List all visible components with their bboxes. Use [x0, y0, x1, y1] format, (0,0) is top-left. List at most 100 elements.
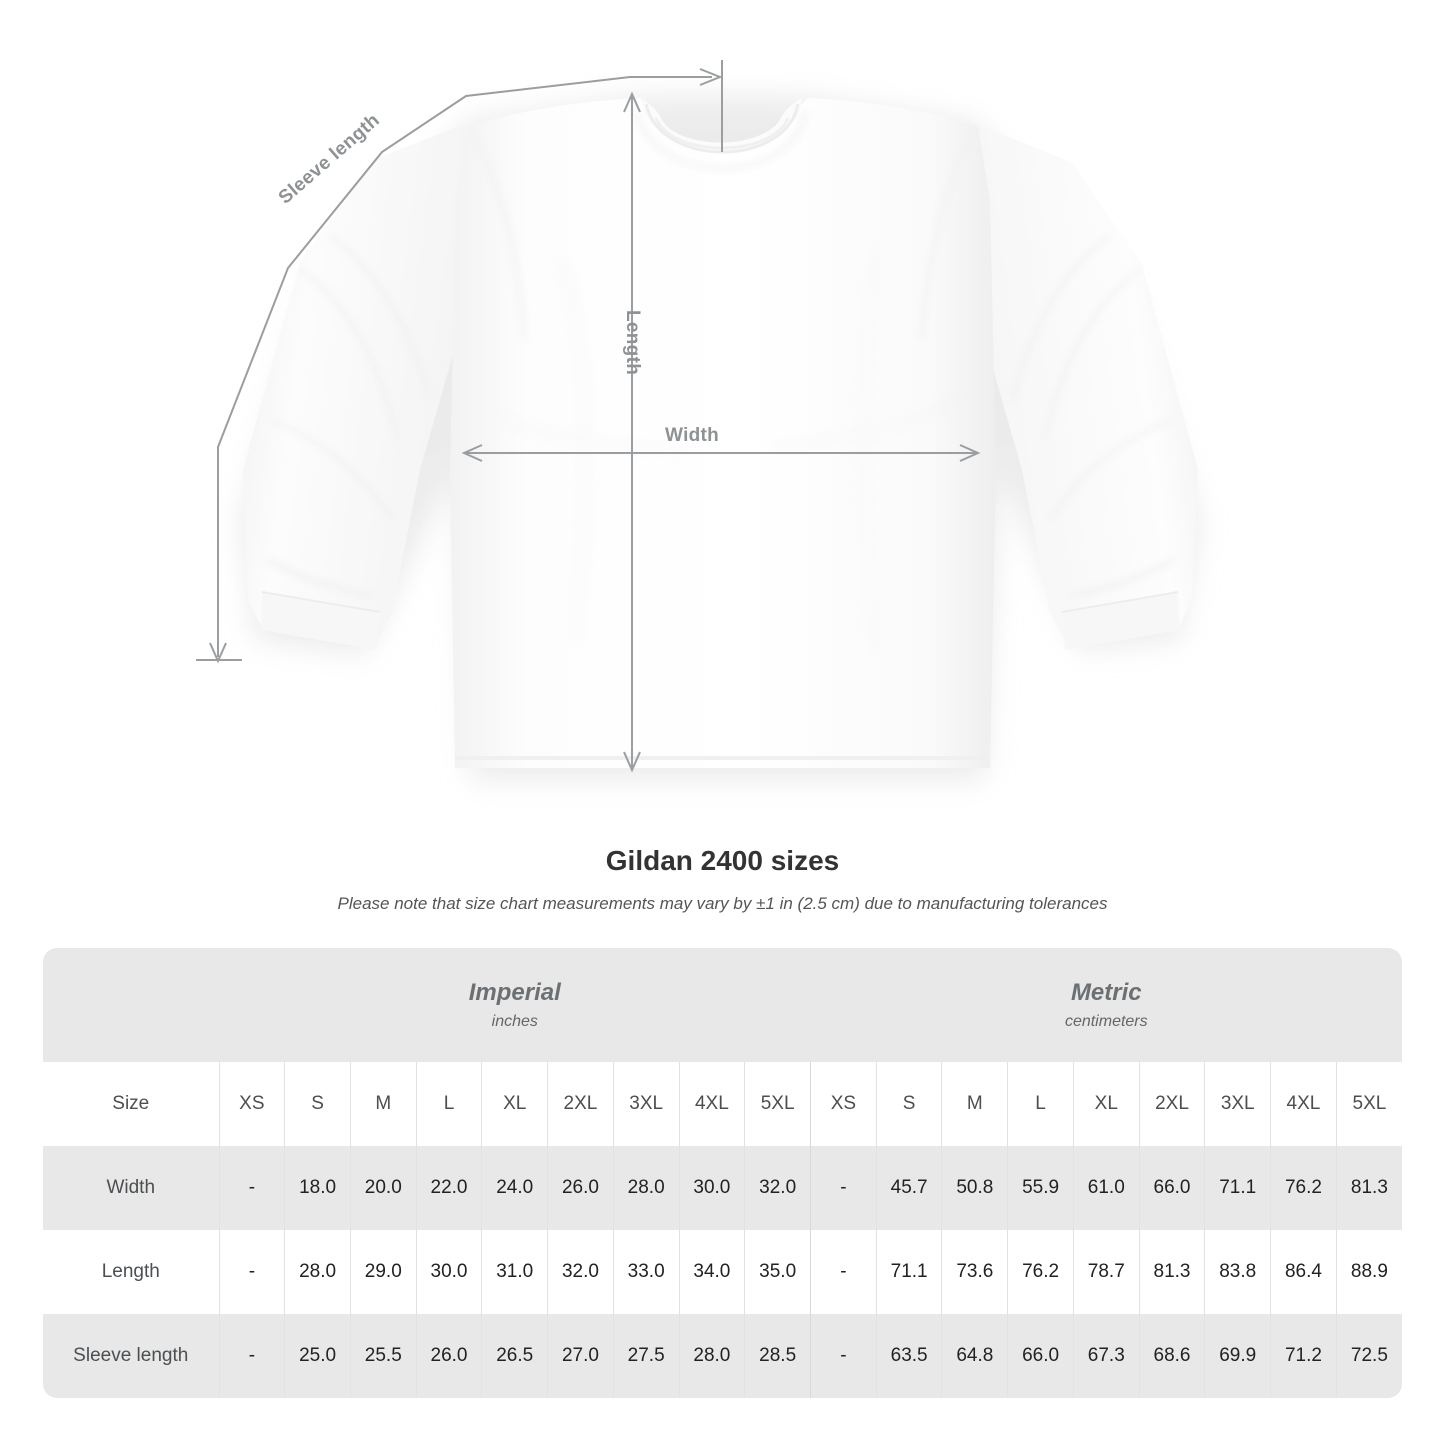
cell-length-imperial-xl: 31.0	[481, 1230, 548, 1314]
page-subtitle: Please note that size chart measurements…	[337, 893, 1108, 913]
size-header-imperial-s: S	[284, 1062, 351, 1146]
cell-length-imperial-3xl: 33.0	[612, 1230, 680, 1314]
table-row: Width -18.0 20.0 22.0 24.0 26.0 28.0 30.0 32.0-4…	[43, 1146, 1403, 1230]
cell-sleeve-length-metric-s: 63.5	[875, 1314, 942, 1398]
length-dimension	[623, 91, 641, 773]
sleeve-length-dimension	[196, 60, 723, 664]
cell-length-metric-s: 71.1	[875, 1230, 942, 1314]
cell-width-metric-5xl: 81.3	[1335, 1146, 1403, 1230]
unit-banner-spacer	[43, 948, 219, 1062]
cell-length-imperial-4xl: 34.0	[678, 1230, 745, 1314]
cell-sleeve-length-imperial-4xl: 28.0	[678, 1314, 745, 1398]
cell-sleeve-length-imperial-s: 25.0	[284, 1314, 351, 1398]
cell-width-imperial-2xl: 26.0	[547, 1146, 614, 1230]
cell-length-metric-3xl: 83.8	[1204, 1230, 1271, 1314]
left-sleeve	[243, 122, 470, 650]
size-header-imperial-m: M	[349, 1062, 417, 1146]
unit-banner-row: Imperial inches Metric centimeters	[43, 948, 1403, 1062]
unit-name: Imperial	[468, 979, 561, 1007]
unit-header-imperial: Imperial inches	[219, 948, 811, 1062]
size-header-imperial-xl: XL	[481, 1062, 548, 1146]
cell-width-metric-xs: -	[810, 1146, 877, 1230]
page-title: Gildan 2400 sizes	[605, 845, 840, 876]
size-header-metric-3xl: 3XL	[1204, 1062, 1271, 1146]
cell-width-metric-l: 55.9	[1007, 1146, 1074, 1230]
long-sleeve-tshirt-drawing	[196, 60, 1200, 780]
shirt-body	[450, 98, 996, 768]
cell-width-imperial-3xl: 28.0	[612, 1146, 680, 1230]
measurement-row-label: Length	[43, 1230, 219, 1314]
cell-sleeve-length-metric-l: 66.0	[1007, 1314, 1074, 1398]
garment-illustration: Sleeve length Length Width	[196, 60, 1200, 780]
measurement-row-label: Width	[43, 1146, 219, 1230]
cell-sleeve-length-metric-m: 64.8	[941, 1314, 1008, 1398]
cell-length-metric-5xl: 88.9	[1335, 1230, 1403, 1314]
size-header-imperial-5xl: 5XL	[744, 1062, 811, 1146]
measurement-row-label: Sleeve length	[43, 1314, 219, 1398]
size-header-metric-m: M	[941, 1062, 1008, 1146]
size-header-metric-l: L	[1007, 1062, 1074, 1146]
cell-sleeve-length-imperial-l: 26.0	[415, 1314, 482, 1398]
title-block: Gildan 2400 sizes Please note that size …	[0, 845, 1445, 914]
size-header-metric-xl: XL	[1072, 1062, 1140, 1146]
cell-length-metric-2xl: 81.3	[1138, 1230, 1205, 1314]
cell-sleeve-length-imperial-m: 25.5	[349, 1314, 417, 1398]
cell-width-metric-xl: 61.0	[1072, 1146, 1140, 1230]
cell-width-metric-m: 50.8	[941, 1146, 1008, 1230]
cell-width-imperial-l: 22.0	[415, 1146, 482, 1230]
cell-width-imperial-4xl: 30.0	[678, 1146, 745, 1230]
cell-sleeve-length-metric-2xl: 68.6	[1138, 1314, 1205, 1398]
cell-sleeve-length-imperial-xl: 26.5	[481, 1314, 548, 1398]
cell-width-imperial-s: 18.0	[284, 1146, 351, 1230]
cell-width-metric-4xl: 76.2	[1270, 1146, 1337, 1230]
right-sleeve	[975, 124, 1198, 650]
cell-width-imperial-xs: -	[218, 1146, 285, 1230]
cell-length-imperial-l: 30.0	[415, 1230, 482, 1314]
cell-length-imperial-m: 29.0	[349, 1230, 417, 1314]
cell-width-imperial-xl: 24.0	[481, 1146, 548, 1230]
table-row: Sleeve length -25.0 25.5 26.0 26.5 27.0 27.5 28…	[43, 1314, 1403, 1398]
size-header-metric-xs: XS	[810, 1062, 877, 1146]
unit-name: Metric	[1070, 979, 1142, 1007]
width-label: Width	[665, 425, 720, 446]
size-header-row: Size XS S M L XL 2XL 3XL 4XL 5XL XS S M L XL 2XL 3XL 4XL 5…	[43, 1062, 1403, 1146]
size-chart-table-wrapper: Imperial inches Metric centimeters Size XS S M L…	[43, 948, 1403, 1398]
size-chart-table: Imperial inches Metric centimeters Size XS S M L…	[43, 948, 1403, 1398]
cell-width-metric-2xl: 66.0	[1138, 1146, 1205, 1230]
cell-sleeve-length-metric-4xl: 71.2	[1270, 1314, 1337, 1398]
cell-length-metric-4xl: 86.4	[1270, 1230, 1337, 1314]
cell-length-imperial-5xl: 35.0	[744, 1230, 811, 1314]
size-header-imperial-4xl: 4XL	[678, 1062, 745, 1146]
cell-length-metric-m: 73.6	[941, 1230, 1008, 1314]
size-header-metric-s: S	[875, 1062, 942, 1146]
cell-sleeve-length-imperial-5xl: 28.5	[744, 1314, 811, 1398]
cell-width-metric-s: 45.7	[875, 1146, 942, 1230]
length-label: Length	[622, 310, 643, 376]
cell-sleeve-length-metric-3xl: 69.9	[1204, 1314, 1271, 1398]
size-header-imperial-l: L	[415, 1062, 482, 1146]
cell-sleeve-length-imperial-xs: -	[218, 1314, 285, 1398]
table-row: Length -28.0 29.0 30.0 31.0 32.0 33.0 34.0 35.0-…	[43, 1230, 1403, 1314]
size-header-imperial-2xl: 2XL	[547, 1062, 614, 1146]
size-header-imperial-xs: XS	[218, 1062, 285, 1146]
size-header-metric-5xl: 5XL	[1335, 1062, 1403, 1146]
cell-length-imperial-s: 28.0	[284, 1230, 351, 1314]
cell-length-metric-xl: 78.7	[1072, 1230, 1140, 1314]
cell-length-metric-l: 76.2	[1007, 1230, 1074, 1314]
cell-sleeve-length-imperial-3xl: 27.5	[612, 1314, 680, 1398]
size-header-imperial-3xl: 3XL	[612, 1062, 680, 1146]
cell-sleeve-length-metric-5xl: 72.5	[1335, 1314, 1403, 1398]
cell-length-imperial-2xl: 32.0	[547, 1230, 614, 1314]
unit-subtitle: inches	[491, 1013, 538, 1030]
size-row-header: Size	[43, 1062, 219, 1146]
cell-width-imperial-5xl: 32.0	[744, 1146, 811, 1230]
cell-width-metric-3xl: 71.1	[1204, 1146, 1271, 1230]
size-header-metric-4xl: 4XL	[1270, 1062, 1337, 1146]
unit-header-metric: Metric centimeters	[810, 948, 1403, 1062]
cell-sleeve-length-metric-xs: -	[810, 1314, 877, 1398]
size-header-metric-2xl: 2XL	[1138, 1062, 1205, 1146]
cell-sleeve-length-metric-xl: 67.3	[1072, 1314, 1140, 1398]
measurement-lines	[196, 60, 981, 773]
unit-subtitle: centimeters	[1064, 1013, 1148, 1030]
cell-sleeve-length-imperial-2xl: 27.0	[547, 1314, 614, 1398]
